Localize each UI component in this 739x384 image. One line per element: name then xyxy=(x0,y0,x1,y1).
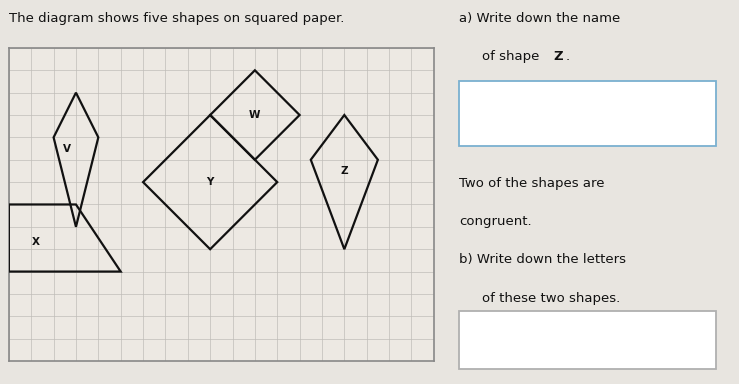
Text: of these two shapes.: of these two shapes. xyxy=(482,292,620,305)
Text: X: X xyxy=(32,237,40,248)
Text: .: . xyxy=(565,50,570,63)
Text: Two of the shapes are: Two of the shapes are xyxy=(459,177,605,190)
Text: of shape ​: of shape ​ xyxy=(482,50,544,63)
Text: congruent.: congruent. xyxy=(459,215,531,228)
Text: W: W xyxy=(249,110,261,120)
FancyBboxPatch shape xyxy=(459,311,715,369)
Text: V: V xyxy=(63,144,71,154)
Text: Z: Z xyxy=(341,166,348,176)
Text: The diagram shows five shapes on squared paper.: The diagram shows five shapes on squared… xyxy=(9,12,344,25)
Text: b) Write down the letters: b) Write down the letters xyxy=(459,253,626,266)
Text: v: v xyxy=(476,333,484,346)
Text: Y: Y xyxy=(206,177,214,187)
FancyBboxPatch shape xyxy=(459,81,715,146)
Text: Z: Z xyxy=(554,50,563,63)
Text: a) Write down the name: a) Write down the name xyxy=(459,12,620,25)
Text: rhombus: rhombus xyxy=(476,107,535,120)
